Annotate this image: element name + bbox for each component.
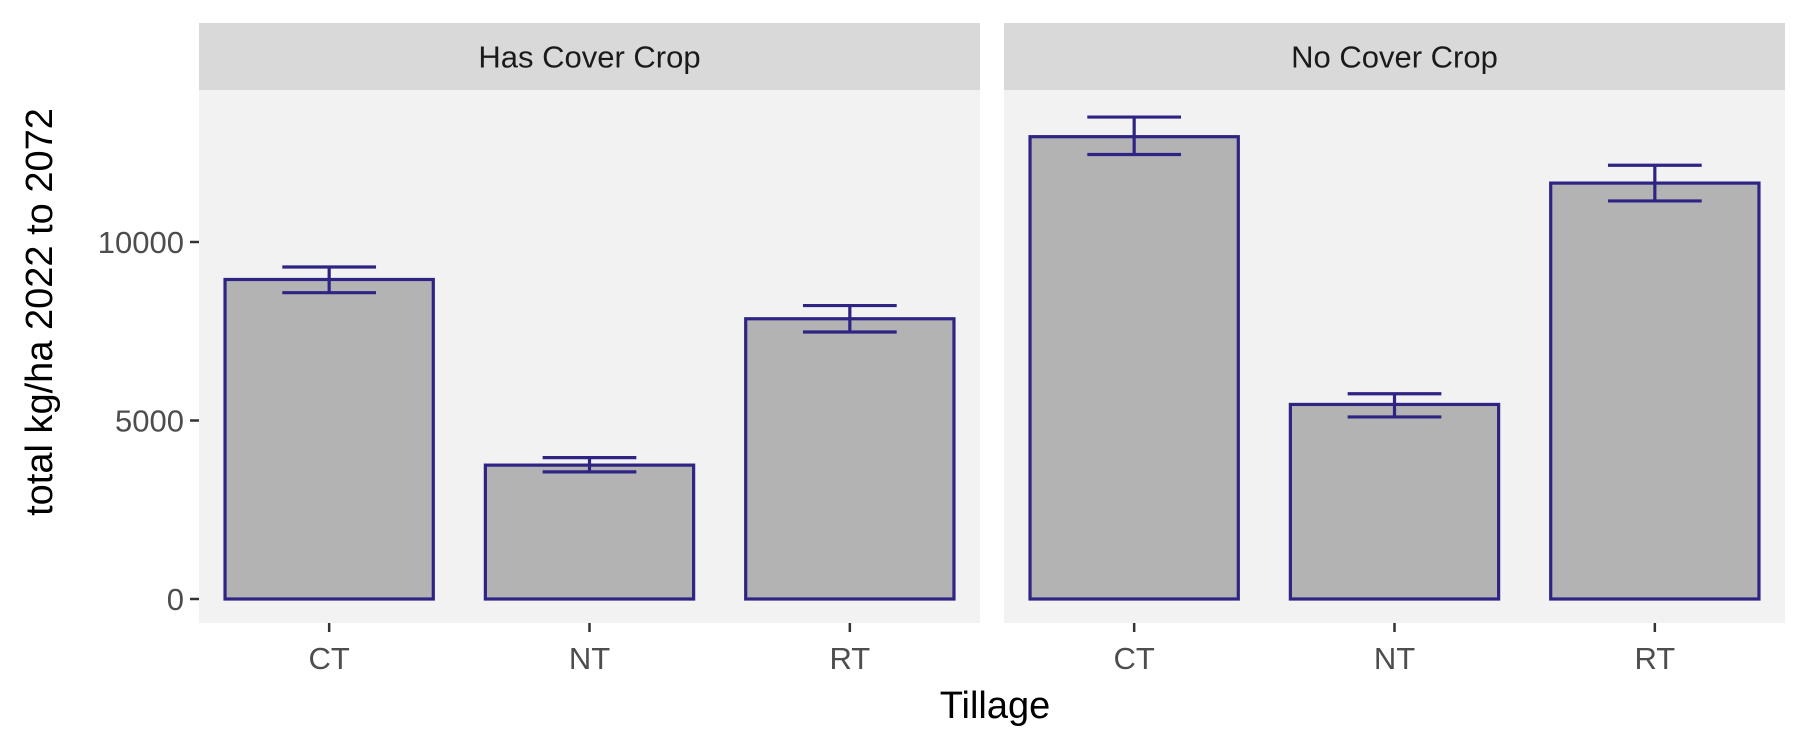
error-bar-ct — [282, 265, 377, 295]
x-tick-label-rt: RT — [1634, 641, 1675, 676]
facet-strip — [1004, 23, 1785, 90]
bar-nt — [1288, 402, 1501, 601]
facet-strip — [199, 23, 980, 90]
error-bar-rt — [802, 303, 897, 334]
x-tick-label-nt: NT — [1374, 641, 1415, 676]
error-bar-ct — [1087, 115, 1182, 157]
x-axis-title: Tillage — [940, 685, 1051, 727]
bar-ct — [223, 277, 435, 601]
x-tick-label-rt: RT — [829, 641, 870, 676]
bar-rt — [744, 317, 956, 601]
y-tick-label: 0 — [167, 582, 184, 617]
panels-layer: Has Cover Crop CT NT RT No Cover Crop CT NT RT — [199, 23, 1785, 676]
y-tick-label: 10000 — [98, 225, 184, 260]
error-bar-rt — [1607, 163, 1702, 203]
bar-nt — [483, 463, 696, 601]
y-axis: 0 5000 10000 — [98, 225, 199, 617]
error-bar-nt — [1347, 392, 1442, 419]
x-tick-label-nt: NT — [569, 641, 610, 676]
error-bar-nt — [542, 456, 637, 474]
facet-strip-label: Has Cover Crop — [478, 40, 700, 75]
facet-panel-2: No Cover Crop CT NT RT — [1004, 23, 1785, 676]
facet-panel-1: Has Cover Crop CT NT RT — [199, 23, 980, 676]
y-axis-title: total kg/ha 2022 to 2072 — [19, 108, 61, 516]
facet-strip-label: No Cover Crop — [1291, 40, 1498, 75]
y-tick-label: 5000 — [115, 404, 184, 439]
bar-rt — [1549, 181, 1761, 601]
bar-ct — [1028, 135, 1240, 601]
x-tick-label-ct: CT — [1114, 641, 1155, 676]
x-tick-label-ct: CT — [309, 641, 350, 676]
